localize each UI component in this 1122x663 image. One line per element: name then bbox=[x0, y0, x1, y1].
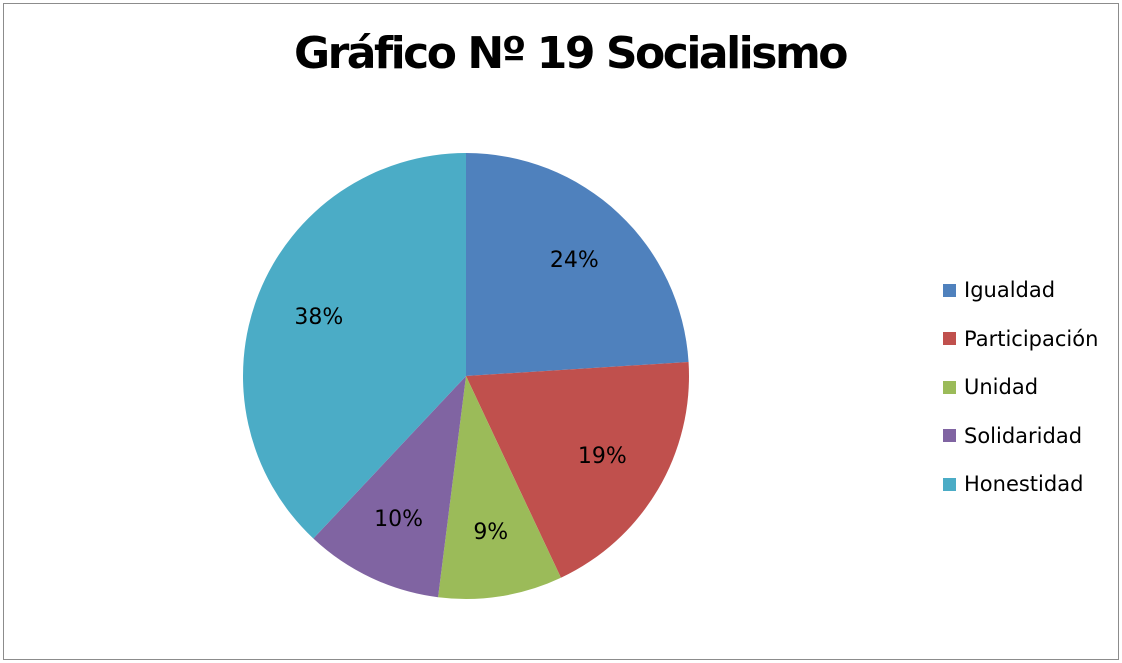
legend-swatch-participacion bbox=[943, 332, 956, 346]
legend: Igualdad Participación Unidad Solidaridad Ho… bbox=[943, 266, 1098, 509]
legend-item-unidad: Unidad bbox=[943, 363, 1098, 412]
pie-slice-igualdad bbox=[466, 153, 689, 376]
pie-slice-solidaridad bbox=[313, 376, 466, 598]
legend-label-igualdad: Igualdad bbox=[964, 278, 1056, 303]
legend-item-igualdad: Igualdad bbox=[943, 266, 1098, 315]
data-label-igualdad: 24% bbox=[550, 248, 599, 273]
data-label-solidaridad: 10% bbox=[374, 507, 423, 532]
legend-swatch-igualdad bbox=[943, 283, 956, 297]
legend-item-honestidad: Honestidad bbox=[943, 460, 1098, 509]
legend-item-solidaridad: Solidaridad bbox=[943, 412, 1098, 461]
legend-label-honestidad: Honestidad bbox=[964, 472, 1084, 497]
chart-title: Gráfico Nº 19 Socialismo bbox=[293, 28, 849, 79]
pie-slice-participacion bbox=[466, 361, 689, 578]
pie-slice-unidad bbox=[438, 376, 561, 600]
legend-item-participacion: Participación bbox=[943, 315, 1098, 364]
pie-slice-honestidad bbox=[242, 153, 466, 539]
legend-label-solidaridad: Solidaridad bbox=[964, 423, 1083, 448]
data-label-participacion: 19% bbox=[578, 444, 627, 469]
data-label-honestidad: 38% bbox=[294, 305, 343, 330]
legend-swatch-solidaridad bbox=[943, 429, 956, 443]
legend-swatch-unidad bbox=[943, 380, 956, 394]
data-label-unidad: 9% bbox=[473, 520, 508, 545]
legend-label-unidad: Unidad bbox=[964, 375, 1039, 400]
legend-label-participacion: Participación bbox=[964, 326, 1099, 351]
legend-swatch-honestidad bbox=[943, 477, 956, 491]
